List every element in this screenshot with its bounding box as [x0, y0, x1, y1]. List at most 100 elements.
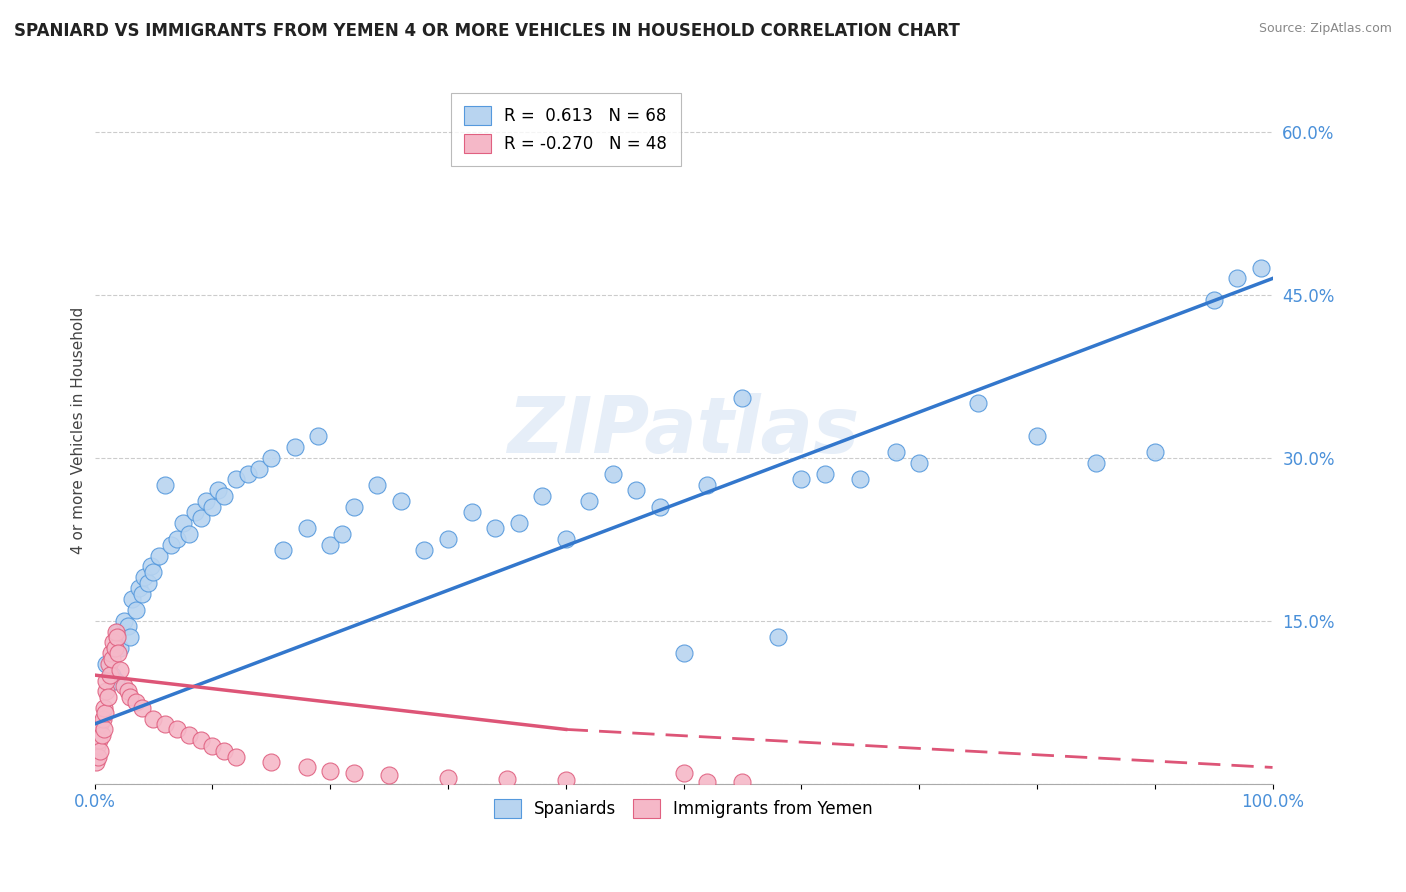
Point: [554, 533, 576, 547]
Point: [814, 467, 837, 481]
Point: [849, 473, 872, 487]
Point: [97, 657, 120, 672]
Point: [578, 494, 600, 508]
Point: [602, 467, 624, 481]
Point: [93, 723, 115, 737]
Point: [295, 521, 318, 535]
Point: [967, 396, 990, 410]
Point: [260, 450, 283, 465]
Point: [125, 695, 148, 709]
Point: [330, 526, 353, 541]
Point: [225, 473, 247, 487]
Point: [531, 489, 554, 503]
Point: [148, 549, 170, 563]
Point: [110, 640, 132, 655]
Point: [118, 630, 141, 644]
Point: [1202, 293, 1225, 308]
Point: [1250, 260, 1272, 275]
Point: [118, 690, 141, 704]
Point: [172, 516, 194, 530]
Point: [790, 473, 813, 487]
Point: [295, 760, 318, 774]
Point: [319, 764, 342, 778]
Point: [107, 624, 129, 639]
Point: [132, 570, 155, 584]
Point: [190, 510, 212, 524]
Point: [201, 500, 224, 514]
Point: [249, 461, 271, 475]
Point: [117, 684, 139, 698]
Point: [731, 775, 754, 789]
Point: [195, 494, 218, 508]
Point: [672, 765, 695, 780]
Point: [1143, 445, 1166, 459]
Point: [104, 624, 127, 639]
Point: [212, 744, 235, 758]
Point: [86, 739, 108, 753]
Point: [166, 723, 188, 737]
Point: [183, 505, 205, 519]
Point: [117, 619, 139, 633]
Point: [139, 559, 162, 574]
Point: [98, 668, 121, 682]
Point: [766, 630, 789, 644]
Point: [101, 668, 124, 682]
Point: [696, 774, 718, 789]
Point: [94, 706, 117, 720]
Point: [1084, 456, 1107, 470]
Point: [105, 630, 128, 644]
Point: [648, 500, 671, 514]
Point: [271, 543, 294, 558]
Point: [104, 640, 127, 655]
Point: [343, 500, 366, 514]
Point: [131, 586, 153, 600]
Point: [177, 526, 200, 541]
Point: [260, 755, 283, 769]
Point: [626, 483, 648, 498]
Point: [112, 614, 135, 628]
Point: [284, 440, 307, 454]
Point: [125, 603, 148, 617]
Point: [90, 728, 112, 742]
Point: [142, 712, 165, 726]
Point: [155, 478, 177, 492]
Point: [319, 538, 342, 552]
Point: [484, 521, 506, 535]
Point: [413, 543, 436, 558]
Point: [142, 565, 165, 579]
Point: [908, 456, 931, 470]
Point: [378, 768, 401, 782]
Point: [84, 755, 107, 769]
Point: [87, 749, 110, 764]
Point: [207, 483, 229, 498]
Point: [96, 690, 118, 704]
Point: [884, 445, 907, 459]
Point: [104, 673, 127, 688]
Point: [166, 533, 188, 547]
Point: [495, 772, 517, 787]
Point: [93, 700, 115, 714]
Point: [212, 489, 235, 503]
Point: [131, 700, 153, 714]
Point: [101, 652, 124, 666]
Point: [96, 673, 118, 688]
Point: [696, 478, 718, 492]
Point: [343, 765, 366, 780]
Point: [89, 733, 111, 747]
Point: [112, 679, 135, 693]
Point: [307, 429, 329, 443]
Point: [136, 575, 159, 590]
Text: SPANIARD VS IMMIGRANTS FROM YEMEN 4 OR MORE VEHICLES IN HOUSEHOLD CORRELATION CH: SPANIARD VS IMMIGRANTS FROM YEMEN 4 OR M…: [14, 22, 960, 40]
Point: [460, 505, 482, 519]
Point: [107, 646, 129, 660]
Point: [1226, 271, 1249, 285]
Point: [554, 773, 576, 788]
Point: [121, 592, 143, 607]
Legend: Spaniards, Immigrants from Yemen: Spaniards, Immigrants from Yemen: [488, 792, 880, 825]
Point: [155, 717, 177, 731]
Point: [91, 712, 114, 726]
Point: [96, 657, 118, 672]
Point: [508, 516, 530, 530]
Text: Source: ZipAtlas.com: Source: ZipAtlas.com: [1258, 22, 1392, 36]
Y-axis label: 4 or more Vehicles in Household: 4 or more Vehicles in Household: [72, 307, 86, 554]
